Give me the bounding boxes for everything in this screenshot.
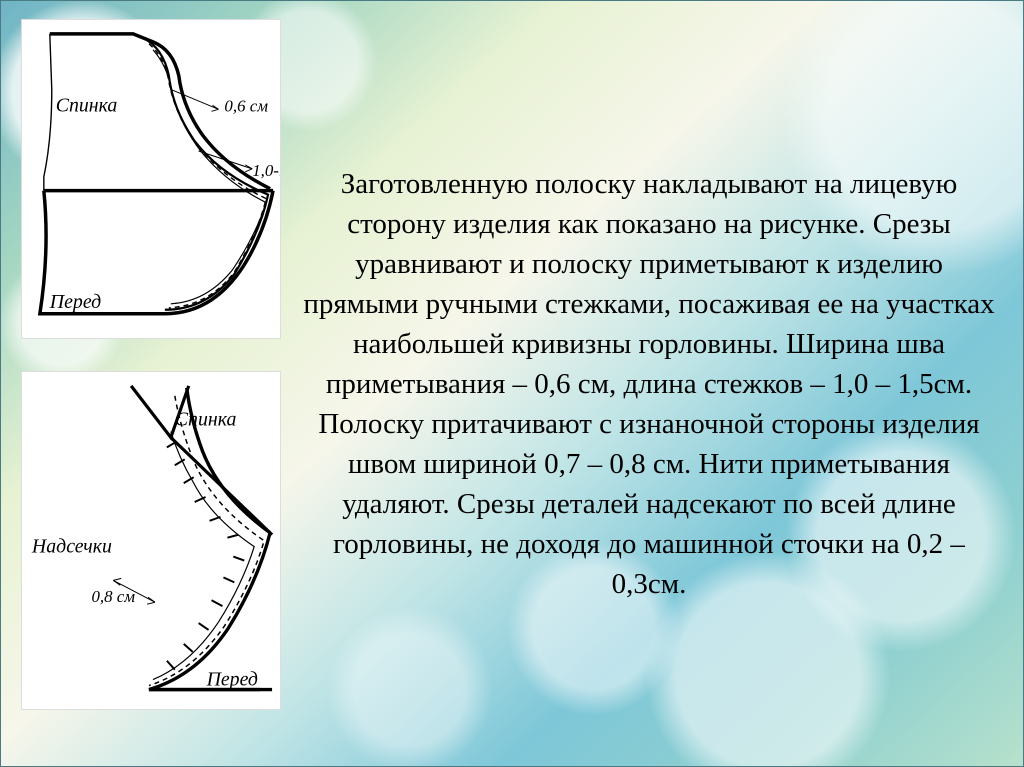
diagram-bottom-label-front: Перед: [206, 668, 258, 690]
diagram-top-dim-0-6: 0,6 см: [224, 96, 268, 115]
diagram-bottom: 0,8 см Спинка Надсечки Перед: [21, 371, 281, 710]
slide: 0,6 см 1,0-1 Спинка Перед: [1, 1, 1023, 766]
diagram-top-dim-1-0: 1,0-1: [252, 161, 280, 180]
diagram-bottom-dim-0-8: 0,8 см: [91, 587, 135, 606]
diagram-bottom-svg: 0,8 см Спинка Надсечки Перед: [22, 372, 280, 709]
diagram-top: 0,6 см 1,0-1 Спинка Перед: [21, 19, 281, 339]
diagram-top-label-front: Перед: [49, 291, 101, 313]
figure-column: 0,6 см 1,0-1 Спинка Перед: [21, 13, 295, 754]
body-text: Заготовленную полоску накладывают на лиц…: [301, 164, 997, 604]
diagram-bottom-label-back: Спинка: [175, 408, 237, 430]
diagram-top-svg: 0,6 см 1,0-1 Спинка Перед: [22, 20, 280, 338]
diagram-bottom-label-notches: Надсечки: [31, 535, 112, 557]
diagram-top-label-back: Спинка: [56, 94, 118, 116]
body-text-block: Заготовленную полоску накладывают на лиц…: [295, 13, 997, 754]
